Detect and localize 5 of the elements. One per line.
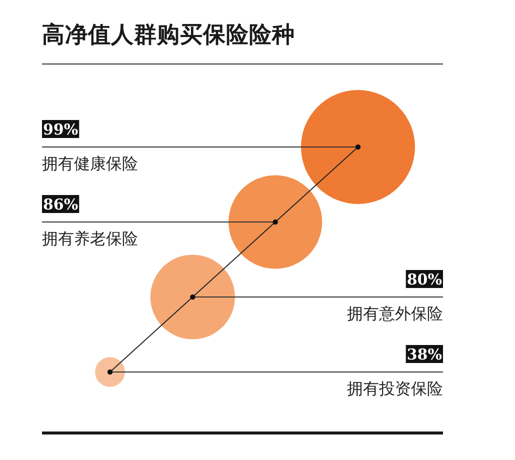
- category-label: 拥有投资保险: [347, 379, 443, 398]
- category-label: 拥有养老保险: [42, 229, 138, 248]
- title: 高净值人群购买保险险种: [42, 22, 295, 48]
- category-label: 拥有意外保险: [347, 304, 443, 323]
- category-label: 拥有健康保险: [42, 154, 138, 173]
